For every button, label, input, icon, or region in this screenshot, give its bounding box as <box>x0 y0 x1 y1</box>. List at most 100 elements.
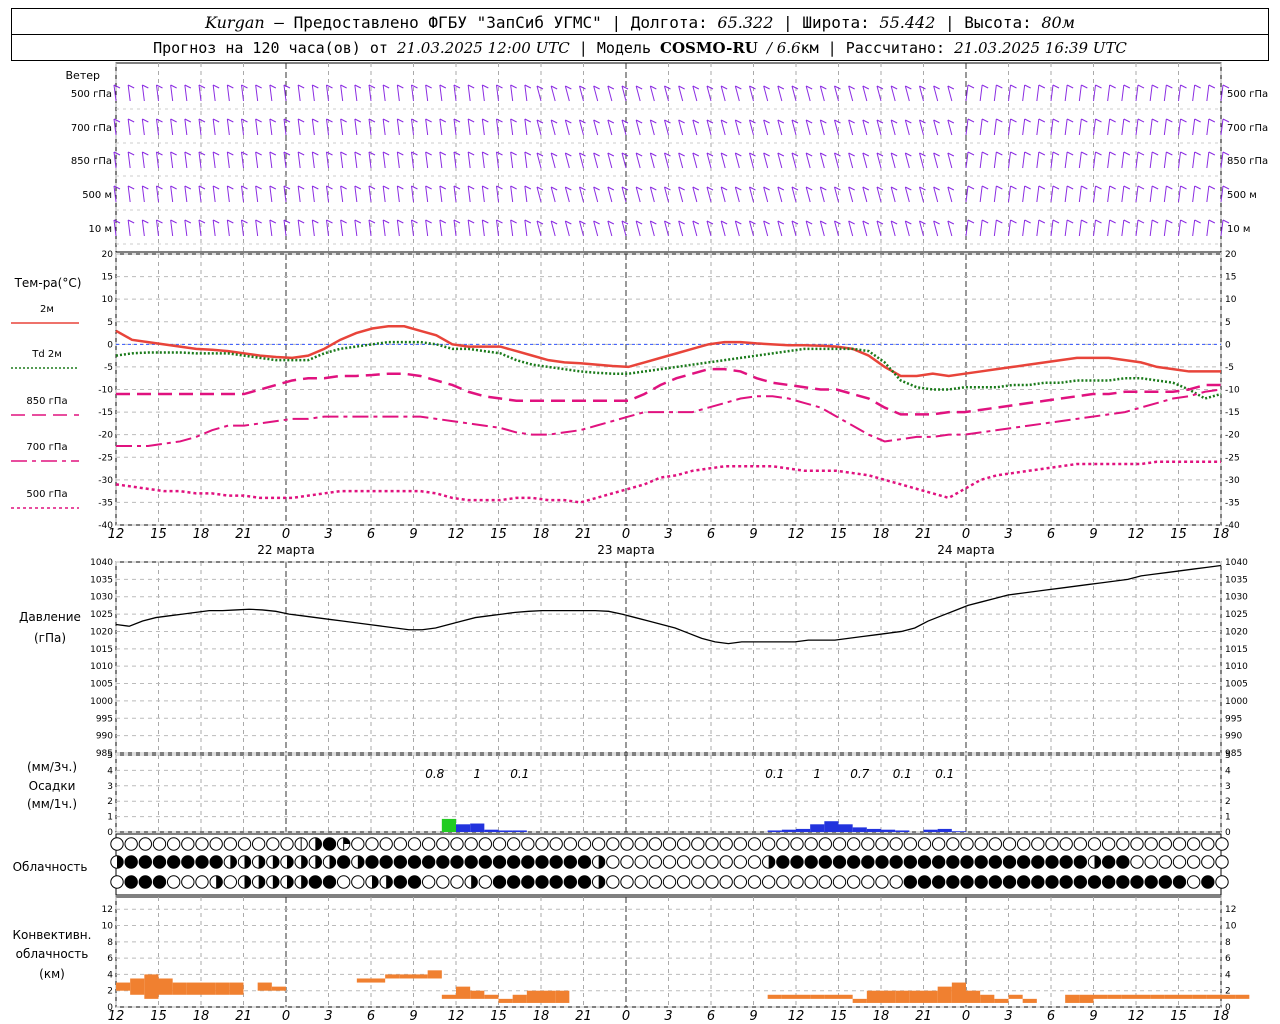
cloud-symbol <box>152 837 167 851</box>
wind-barb-flag <box>283 151 291 156</box>
wind-barb-flag <box>1123 151 1131 156</box>
wind-barb <box>649 152 655 169</box>
wind-barb <box>791 85 797 102</box>
cloud-symbol <box>450 837 464 851</box>
x-tick-label: 15 <box>830 527 847 542</box>
wind-barb-flag <box>678 85 685 90</box>
wind-barb <box>593 152 599 169</box>
wind-barb-flag <box>862 119 870 124</box>
wind-barb <box>1178 219 1181 237</box>
cloud-symbol <box>889 837 903 851</box>
wind-barb <box>904 152 910 169</box>
wind-barb <box>621 186 627 203</box>
wind-barb-flag <box>1123 118 1131 123</box>
wind-barb-flag <box>1151 151 1159 156</box>
wind-barb-flag <box>692 220 700 225</box>
wind-barb-flag <box>862 186 870 191</box>
cloud-symbol <box>691 855 705 869</box>
wind-barb-flag <box>255 219 262 224</box>
wind-barb <box>862 152 868 169</box>
wind-barb <box>255 185 259 203</box>
wind-barb-flag <box>550 220 558 225</box>
wind-barb-flag <box>326 84 333 89</box>
city-name: Kurgan <box>205 13 265 32</box>
x-tick-label: 6 <box>367 527 375 542</box>
wind-barb <box>269 185 273 203</box>
cloud-symbol <box>464 855 478 869</box>
wind-barb-flag <box>805 152 813 157</box>
wind-barb-flag <box>664 186 671 191</box>
wind-barb-flag <box>368 219 376 224</box>
wind-barb-flag <box>411 219 418 224</box>
wind-barb-flag <box>635 220 643 225</box>
cloud-symbol <box>1201 855 1215 869</box>
cloud-symbol <box>1031 837 1045 851</box>
wind-barb <box>255 118 259 136</box>
legend-label-td2m: Td 2м <box>31 349 62 360</box>
wind-barb-flag <box>565 119 572 124</box>
cloud-symbol <box>138 837 153 851</box>
cloud-symbol <box>478 875 493 889</box>
cloud-symbol <box>124 855 138 869</box>
wind-barb-flag <box>692 186 700 191</box>
y-tick-label: 12 <box>102 905 113 915</box>
cloud-symbol <box>776 855 790 869</box>
y-tick-label: 15 <box>102 273 113 283</box>
wind-barb <box>510 118 514 136</box>
wind-barb-flag <box>283 185 291 190</box>
wind-barb <box>819 220 825 237</box>
wind-barb-flag <box>524 84 532 89</box>
wind-barb <box>481 185 485 203</box>
y-tick-label: 1000 <box>90 697 113 707</box>
y-tick-label: 5 <box>1225 751 1231 761</box>
cloud-symbol <box>747 875 762 889</box>
wind-barb <box>1163 151 1167 169</box>
wind-barb-flag <box>1208 151 1216 156</box>
y-tick-label: -20 <box>98 431 113 441</box>
wind-barb-flag <box>579 186 586 191</box>
wind-barb <box>1064 84 1068 102</box>
wind-barb-flag <box>834 220 841 225</box>
wind-barb-flag <box>967 118 975 123</box>
wind-barb-flag <box>439 185 447 190</box>
y-tick-label: 1025 <box>1225 610 1248 620</box>
wind-barb <box>706 220 712 237</box>
wind-barb-flag <box>255 185 262 190</box>
wind-barb-flag <box>981 219 989 224</box>
wind-barb-flag <box>890 85 898 90</box>
wind-barb <box>649 119 655 136</box>
wind-barb <box>354 84 358 102</box>
wind-barb <box>1206 185 1210 203</box>
wind-barb <box>382 151 386 169</box>
wind-barb <box>439 84 443 102</box>
cloud-symbol <box>450 855 464 869</box>
wind-barb-flag <box>735 85 742 90</box>
wind-barb-flag <box>981 185 989 190</box>
cloud-symbol <box>379 855 393 869</box>
cloud-symbol <box>889 855 903 869</box>
wind-barb <box>226 219 230 237</box>
wind-barb <box>510 219 514 237</box>
wind-barb-flag <box>1151 219 1159 224</box>
y-tick-label: 1015 <box>1225 645 1248 655</box>
wind-barbs-layer <box>113 84 1230 237</box>
convective-bar <box>1008 994 1023 999</box>
wind-barb-flag <box>326 151 333 156</box>
convective-bar <box>498 998 513 1003</box>
wind-barb <box>113 185 117 203</box>
wind-barb-flag <box>425 118 432 123</box>
wind-barb-flag <box>1109 151 1116 156</box>
convective-bar <box>1221 994 1236 999</box>
longitude-value: 65.322 <box>717 13 774 32</box>
wind-barb <box>904 85 910 102</box>
y-tick-label: -20 <box>1225 431 1240 441</box>
wind-barb <box>425 84 429 102</box>
wind-barb-flag <box>777 85 785 90</box>
wind-barb <box>876 152 882 169</box>
wind-barb <box>453 219 457 237</box>
wind-barb <box>993 151 997 169</box>
wind-barb <box>1064 118 1068 136</box>
cloud-symbol-fill <box>216 875 223 889</box>
precip-annotation: 0.1 <box>893 767 912 781</box>
wind-barb-flag <box>212 84 220 89</box>
